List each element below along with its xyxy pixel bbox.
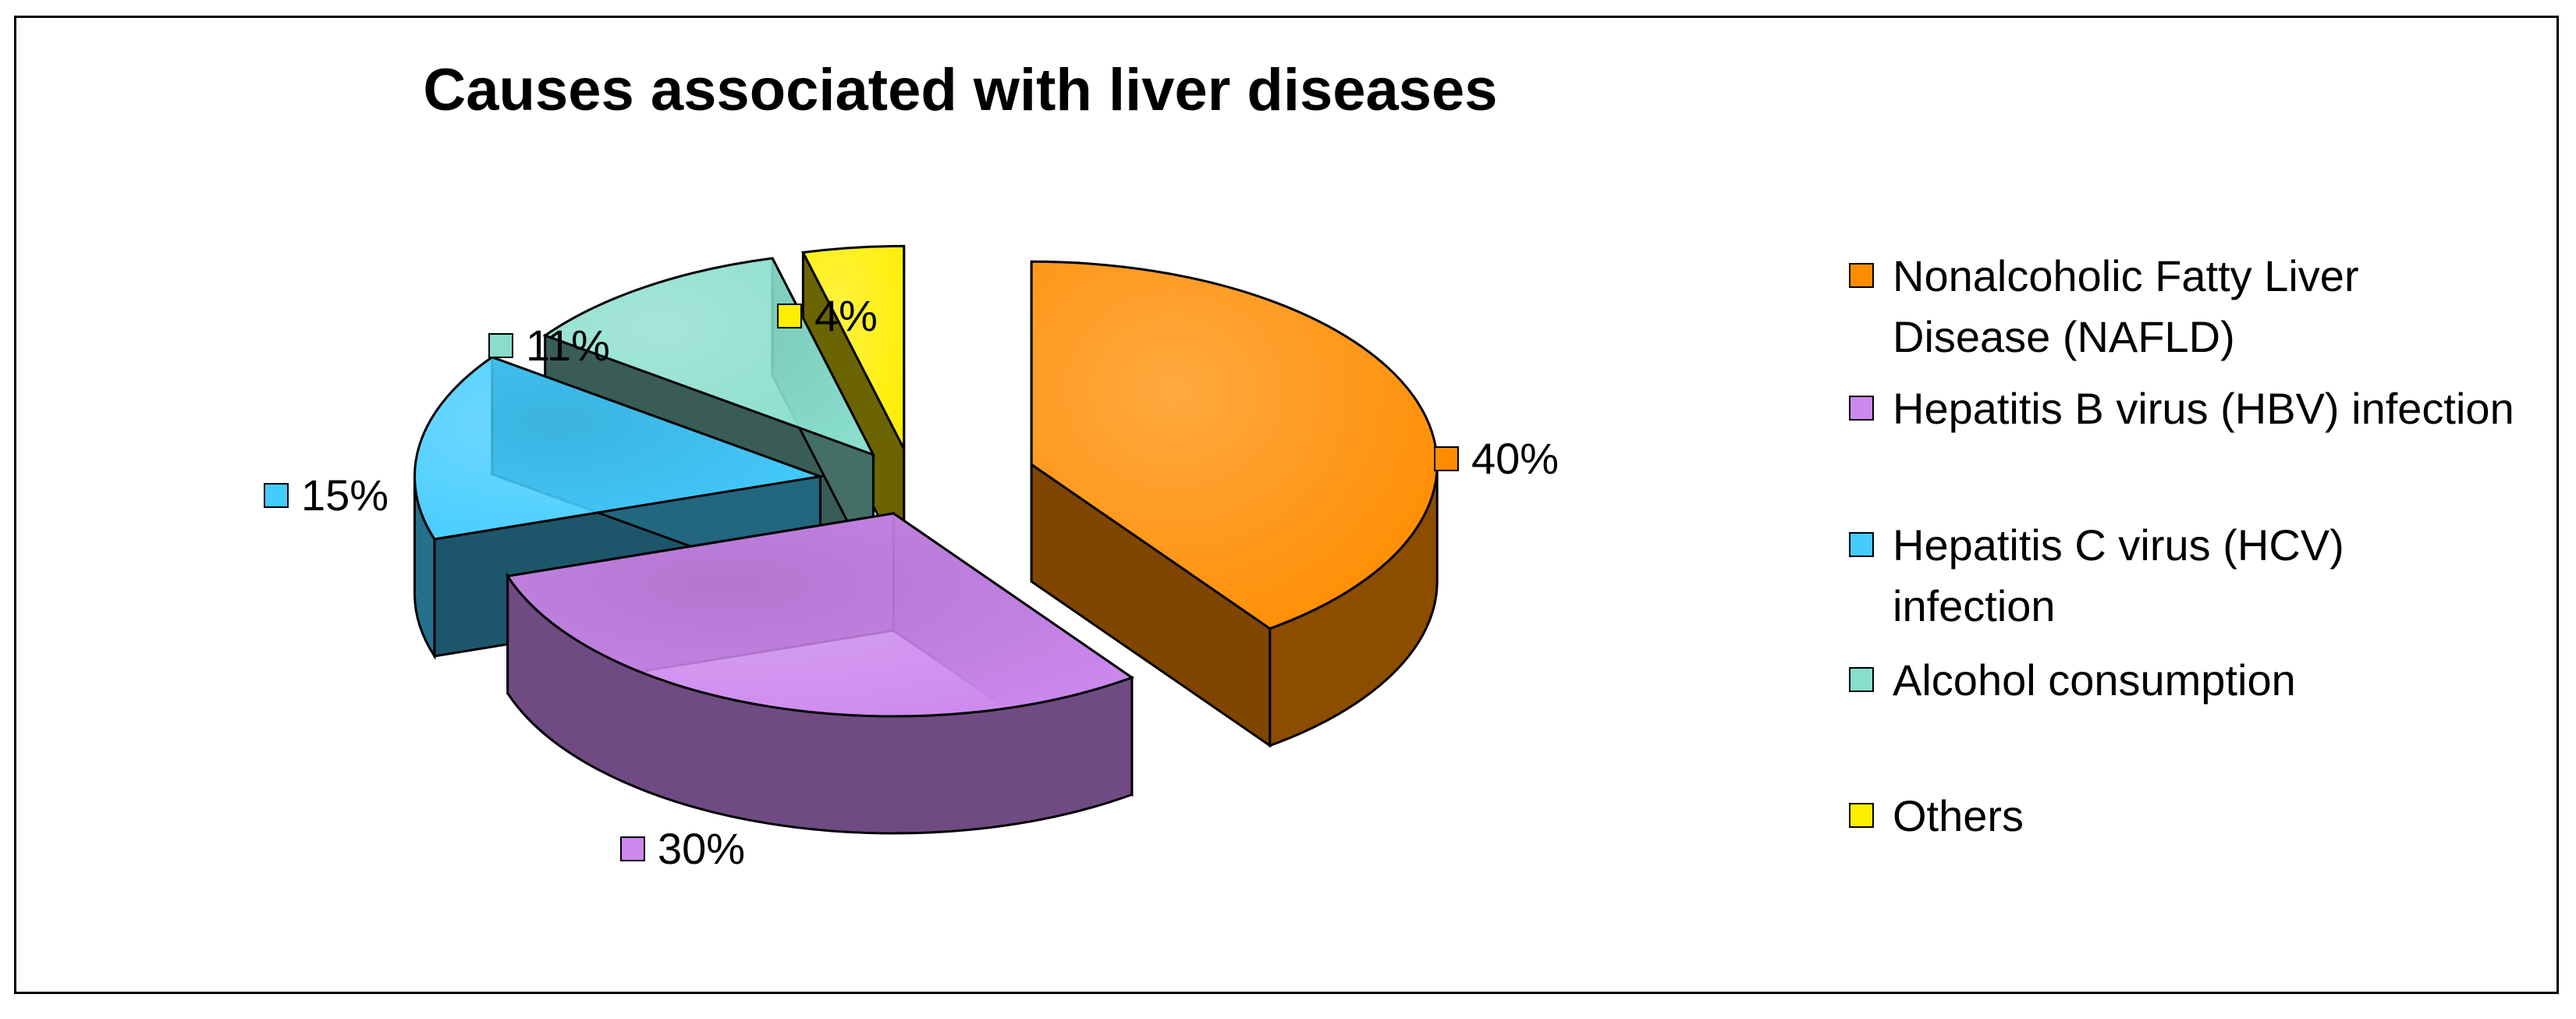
data-label-text: 30% <box>658 824 746 873</box>
pie-slice-top-1 <box>506 512 1135 718</box>
legend-item: Alcohol consumption <box>1849 650 2517 711</box>
legend-item: Nonalcoholic Fatty Liver Disease (NAFLD) <box>1849 246 2517 367</box>
legend-label: Nonalcoholic Fatty Liver Disease (NAFLD) <box>1893 251 2359 361</box>
data-label-text: 15% <box>301 470 389 520</box>
data-label-swatch <box>488 332 513 358</box>
legend-label: Hepatitis C virus (HCV) infection <box>1893 520 2344 630</box>
legend-label: Others <box>1893 791 2024 840</box>
pie-slice-top-4 <box>801 244 906 450</box>
data-label-0: 40% <box>1434 433 1559 484</box>
legend-label: Alcohol consumption <box>1893 655 2296 705</box>
legend-item: Others <box>1849 786 2517 847</box>
data-label-swatch <box>264 482 289 508</box>
legend-swatch <box>1849 396 1874 421</box>
data-label-text: 40% <box>1471 434 1559 483</box>
pie-slice-1 <box>506 511 1135 835</box>
data-label-swatch <box>620 836 645 861</box>
legend-item: Hepatitis B virus (HBV) infection <box>1849 378 2517 439</box>
legend-swatch <box>1849 803 1874 828</box>
legend-label: Hepatitis B virus (HBV) infection <box>1893 384 2514 433</box>
data-label-text: 4% <box>814 291 878 340</box>
data-label-1: 30% <box>620 823 745 874</box>
data-label-2: 15% <box>264 470 389 520</box>
legend-swatch <box>1849 532 1874 557</box>
legend-swatch <box>1849 263 1874 288</box>
data-label-text: 11% <box>526 321 610 370</box>
data-label-4: 4% <box>777 290 878 341</box>
pie-slice-top-0 <box>1030 260 1439 630</box>
legend-swatch <box>1849 667 1874 692</box>
legend-item: Hepatitis C virus (HCV) infection <box>1849 515 2517 637</box>
data-label-swatch <box>1434 446 1459 471</box>
pie-slice-0 <box>1030 260 1439 748</box>
data-label-swatch <box>777 303 802 328</box>
pie-slice-top-2 <box>413 356 825 541</box>
chart-title: Causes associated with liver diseases <box>423 57 1498 123</box>
data-label-3: 11% <box>488 320 610 371</box>
